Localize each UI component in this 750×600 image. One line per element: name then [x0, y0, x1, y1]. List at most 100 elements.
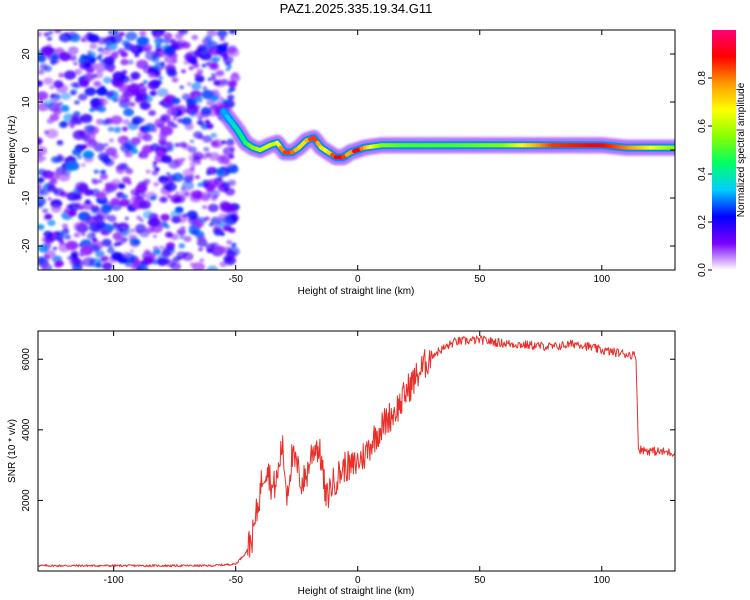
- noise-speck: [167, 120, 175, 127]
- noise-speck: [129, 102, 136, 107]
- noise-speck: [165, 259, 176, 268]
- noise-speck: [143, 256, 154, 265]
- noise-speck: [59, 121, 68, 129]
- noise-speck: [77, 155, 82, 159]
- noise-speck: [38, 69, 45, 75]
- noise-speck: [155, 30, 162, 34]
- noise-speck: [210, 73, 217, 78]
- noise-speck: [61, 228, 70, 235]
- noise-speck: [93, 80, 102, 87]
- noise-speck: [99, 169, 107, 175]
- noise-speck: [40, 48, 53, 58]
- noise-speck: [218, 96, 225, 101]
- noise-speck: [171, 77, 179, 83]
- snr-panel: -100 -50 0 50 100 2000 4000 6000 Height of stra…: [7, 330, 676, 597]
- noise-speck: [72, 130, 86, 140]
- noise-speck: [183, 235, 192, 243]
- noise-speck: [189, 193, 202, 203]
- noise-speck: [160, 114, 171, 123]
- noise-speck: [154, 49, 166, 58]
- noise-speck: [152, 248, 162, 255]
- noise-speck: [200, 191, 211, 201]
- noise-speck: [130, 139, 138, 146]
- noise-speck: [122, 119, 130, 125]
- noise-speck: [71, 148, 82, 156]
- noise-speck: [180, 157, 186, 162]
- noise-speck: [101, 119, 110, 126]
- noise-speck: [145, 169, 151, 174]
- noise-speck: [97, 105, 107, 113]
- noise-speck: [193, 63, 200, 69]
- noise-speck: [51, 204, 62, 213]
- noise-speck: [73, 232, 81, 238]
- noise-speck: [112, 232, 122, 240]
- noise-speck: [70, 124, 75, 129]
- noise-speck: [111, 251, 123, 261]
- noise-speck: [107, 67, 115, 73]
- snr-xlabel: Height of straight line (km): [298, 586, 415, 597]
- noise-speck: [215, 168, 226, 177]
- noise-speck: [208, 152, 220, 161]
- noise-speck: [225, 67, 231, 72]
- noise-speck: [202, 135, 213, 143]
- noise-speck: [106, 90, 115, 98]
- noise-speck: [202, 86, 208, 91]
- noise-speck: [96, 220, 106, 229]
- noise-speck: [38, 224, 45, 231]
- noise-speck: [221, 140, 227, 145]
- noise-speck: [225, 161, 234, 168]
- x-tick-label: -100: [104, 274, 124, 285]
- noise-speck: [143, 80, 148, 84]
- noise-speck: [47, 184, 57, 192]
- noise-speck: [57, 140, 63, 144]
- noise-speck: [171, 172, 184, 182]
- noise-speck: [90, 207, 100, 215]
- noise-speck: [38, 146, 48, 156]
- noise-speck: [53, 80, 64, 88]
- noise-speck: [43, 99, 55, 108]
- noise-speck: [47, 219, 56, 227]
- noise-speck: [211, 94, 220, 101]
- x-tick-label: -100: [104, 575, 124, 586]
- noise-speck: [120, 51, 128, 58]
- noise-speck: [132, 75, 138, 80]
- noise-speck: [155, 43, 162, 49]
- noise-speck: [213, 224, 221, 231]
- noise-speck: [222, 42, 229, 47]
- spectrogram-ylabel: Frequency (Hz): [7, 116, 18, 185]
- noise-speck: [184, 123, 194, 131]
- noise-speck: [231, 242, 237, 247]
- noise-speck: [86, 51, 97, 59]
- noise-speck: [134, 84, 148, 94]
- noise-speck: [189, 262, 197, 268]
- spectrogram-noise: [38, 30, 241, 270]
- noise-speck: [65, 161, 79, 171]
- noise-speck: [66, 191, 79, 201]
- noise-speck: [166, 107, 178, 116]
- noise-speck: [70, 252, 78, 259]
- noise-speck: [110, 197, 121, 206]
- colorbar-tick-label: 0.6: [697, 119, 708, 133]
- noise-speck: [150, 143, 161, 152]
- noise-speck: [102, 262, 113, 270]
- noise-speck: [134, 96, 142, 103]
- noise-speck: [210, 76, 217, 81]
- noise-speck: [84, 199, 91, 205]
- snr-axes: -100 -50 0 50 100 2000 4000 6000: [21, 331, 675, 586]
- noise-speck: [202, 205, 208, 210]
- noise-speck: [102, 76, 112, 84]
- noise-speck: [120, 58, 129, 66]
- noise-speck: [144, 123, 156, 132]
- noise-speck: [181, 41, 191, 49]
- noise-speck: [217, 176, 223, 180]
- noise-speck: [95, 262, 103, 268]
- noise-speck: [197, 182, 204, 187]
- noise-speck: [117, 183, 126, 190]
- noise-speck: [159, 196, 168, 204]
- noise-speck: [89, 43, 98, 50]
- noise-speck: [101, 238, 112, 247]
- noise-speck: [202, 183, 209, 189]
- noise-speck: [80, 113, 93, 124]
- noise-speck: [100, 204, 112, 214]
